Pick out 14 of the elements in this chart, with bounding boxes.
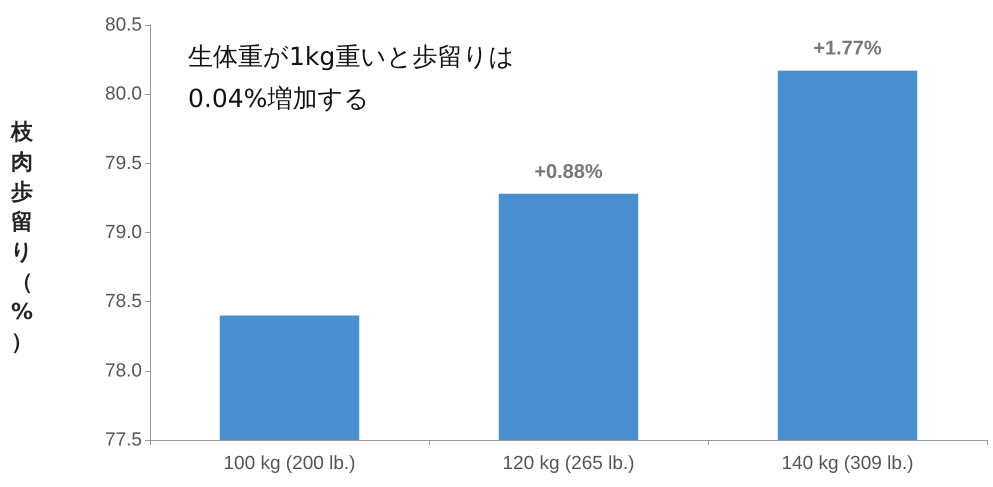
y-tick-label: 80.5 bbox=[105, 14, 142, 36]
y-tick-label: 79.5 bbox=[105, 152, 142, 174]
y-tick-label: 77.5 bbox=[105, 430, 142, 450]
y-tick-label: 79.0 bbox=[105, 222, 142, 243]
y-tick-label: 78.0 bbox=[105, 360, 142, 382]
annotation: 生体重が1kg重いと歩留りは 0.04%増加する bbox=[188, 41, 514, 115]
y-axis-title: 枝肉歩留り（%） bbox=[10, 119, 34, 357]
annotation: +1.77% bbox=[813, 38, 882, 60]
x-tick-label: 140 kg (309 lb.) bbox=[781, 453, 914, 474]
y-tick-label: 80.0 bbox=[105, 84, 142, 105]
x-tick-label: 120 kg (265 lb.) bbox=[502, 453, 635, 474]
y-tick-label: 78.5 bbox=[105, 291, 142, 312]
x-tick-label: 100 kg (200 lb.) bbox=[223, 453, 356, 474]
annotation: +0.88% bbox=[534, 160, 603, 183]
